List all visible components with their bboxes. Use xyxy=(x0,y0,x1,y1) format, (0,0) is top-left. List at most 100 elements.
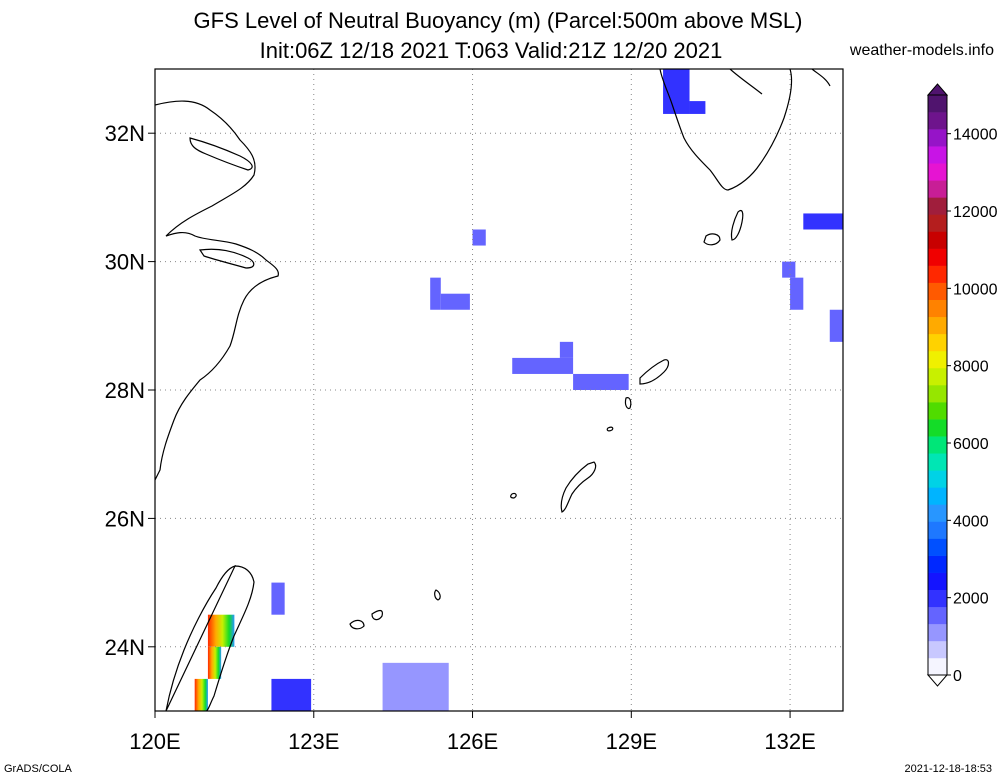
colorbar-label: 0 xyxy=(953,668,962,685)
coastline-bay xyxy=(198,248,255,269)
colorbar-swatch xyxy=(928,146,947,164)
colorbar-label: 6000 xyxy=(953,436,989,453)
lnb-cell xyxy=(194,678,208,711)
lnb-cell xyxy=(689,101,706,114)
colorbar-swatch xyxy=(928,385,947,403)
x-tick-label: 123E xyxy=(288,729,339,754)
coastline-taiwan xyxy=(165,565,255,711)
x-tick-label: 126E xyxy=(447,729,498,754)
colorbar-swatch xyxy=(928,129,947,147)
footer-credit: GrADS/COLA xyxy=(4,763,72,775)
colorbar-swatch xyxy=(928,470,947,488)
colorbar-swatch xyxy=(928,589,947,608)
colorbar-frame xyxy=(927,94,948,676)
colorbar-swatch xyxy=(928,538,947,556)
colorbar-swatch xyxy=(928,572,947,591)
colorbar-swatch xyxy=(928,623,947,642)
island-yakushima xyxy=(703,233,721,246)
colorbar-swatch xyxy=(928,657,947,676)
colorbar-swatch xyxy=(928,163,947,181)
longitude-axis: 120E 123E 126E 129E 132E xyxy=(129,711,816,754)
lnb-cell xyxy=(559,341,574,358)
colorbar-max-arrow xyxy=(926,83,949,96)
y-tick-label: 30N xyxy=(105,250,145,275)
map-title: GFS Level of Neutral Buoyancy (m) (Parce… xyxy=(193,8,803,33)
coastline-kyushu xyxy=(659,69,793,191)
colorbar-swatch xyxy=(928,214,947,232)
lnb-cell xyxy=(430,277,441,310)
colorbar-swatch xyxy=(928,299,947,318)
island-tanegashima xyxy=(730,209,744,241)
lnb-cell xyxy=(207,614,235,647)
coastline-yangtze xyxy=(189,137,253,171)
x-tick-label: 120E xyxy=(129,729,180,754)
map-grid xyxy=(155,69,843,711)
lnb-cell xyxy=(512,357,574,374)
lnb-cell xyxy=(271,582,285,615)
colorbar-swatch xyxy=(928,504,947,522)
island-kume xyxy=(510,492,517,499)
island-tokunoshima xyxy=(624,397,632,410)
island-okinawa xyxy=(560,461,597,513)
island-okinoerabu xyxy=(606,426,614,432)
coastlines xyxy=(155,69,831,711)
lnb-cell xyxy=(271,678,312,711)
colorbar-swatch xyxy=(928,555,947,573)
lnb-cell xyxy=(207,646,222,679)
coastline-japan-north xyxy=(729,69,831,95)
colorbar-swatch xyxy=(928,350,947,369)
colorbar-swatch xyxy=(928,453,947,471)
colorbar-swatch xyxy=(928,180,947,198)
colorbar-swatch xyxy=(928,95,947,113)
colorbar-swatch xyxy=(928,197,947,215)
island-ishigaki xyxy=(349,609,383,630)
colorbar-swatch xyxy=(928,367,947,386)
colorbar-label: 12000 xyxy=(953,204,998,221)
colorbar-swatch xyxy=(928,248,947,266)
colorbar-swatch xyxy=(928,436,947,454)
colorbar-swatch xyxy=(928,640,947,659)
map-frame xyxy=(154,68,844,712)
island-miyako xyxy=(434,589,441,601)
colorbar-label: 4000 xyxy=(953,513,989,530)
colorbar-swatch xyxy=(928,265,947,283)
colorbar-swatch xyxy=(928,521,947,539)
latitude-axis: 32N 30N 28N 26N 24N xyxy=(105,121,155,660)
lnb-cell xyxy=(440,293,470,310)
lnb-cell xyxy=(829,309,843,342)
colorbar-swatch xyxy=(928,419,947,437)
y-tick-label: 28N xyxy=(105,378,145,403)
colorbar-swatch xyxy=(928,316,947,335)
colorbar-swatch xyxy=(928,282,947,301)
y-tick-label: 24N xyxy=(105,635,145,660)
lnb-cell xyxy=(782,261,796,278)
x-tick-label: 132E xyxy=(764,729,815,754)
colorbar-label: 8000 xyxy=(953,359,989,376)
island-amami xyxy=(639,359,670,385)
colorbar-label: 10000 xyxy=(953,281,998,298)
coastline-china xyxy=(155,100,279,481)
lnb-cell xyxy=(573,373,629,390)
lnb-field xyxy=(194,69,843,711)
colorbar-label: 2000 xyxy=(953,591,989,608)
lnb-cell xyxy=(803,213,843,230)
colorbar-swatch xyxy=(928,333,947,352)
colorbar-swatch xyxy=(928,487,947,505)
lnb-cell xyxy=(790,277,804,310)
lnb-cell xyxy=(472,229,486,246)
colorbar-label: 14000 xyxy=(953,127,998,144)
colorbar-min-arrow xyxy=(926,674,949,687)
map-subtitle: Init:06Z 12/18 2021 T:063 Valid:21Z 12/2… xyxy=(259,38,723,63)
footer-timestamp: 2021-12-18-18:53 xyxy=(904,763,992,775)
y-tick-label: 32N xyxy=(105,121,145,146)
site-label: weather-models.info xyxy=(849,42,994,59)
colorbar-swatch xyxy=(928,402,947,420)
y-tick-label: 26N xyxy=(105,506,145,531)
colorbar: 0 2000 4000 6000 8000 10000 12000 14000 xyxy=(926,83,998,687)
colorbar-swatch xyxy=(928,112,947,130)
lnb-cell xyxy=(382,662,449,711)
x-tick-label: 129E xyxy=(606,729,657,754)
colorbar-swatch xyxy=(928,606,947,625)
colorbar-swatch xyxy=(928,231,947,249)
